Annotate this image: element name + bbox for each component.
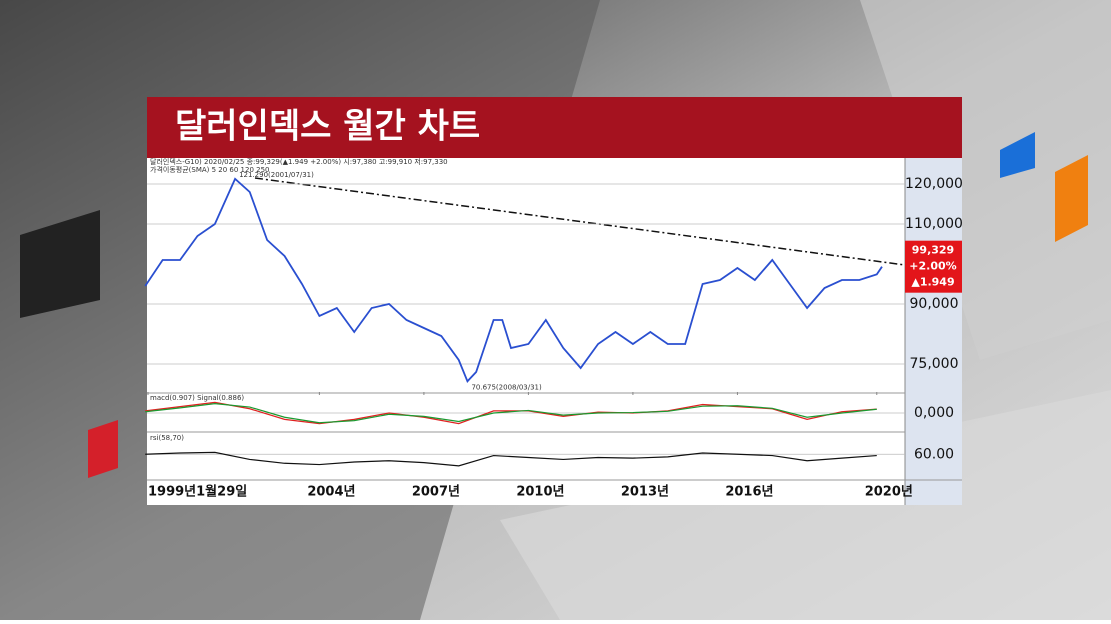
bg-shape — [860, 0, 1111, 360]
x-tick-label: 1999년1월29일 — [148, 484, 247, 500]
trend-line — [254, 177, 906, 266]
x-tick-label: 2010년 — [516, 485, 564, 500]
data-line — [145, 451, 877, 467]
x-tick-label: 2016년 — [725, 485, 773, 500]
price-box — [905, 240, 962, 293]
y-tick-label: 75,000 — [910, 356, 959, 372]
change: ▲1.949 — [911, 276, 954, 289]
y-tick-label: 60.00 — [914, 446, 954, 462]
bg-cube — [1000, 132, 1035, 178]
data-line — [145, 401, 877, 425]
title: 달러인덱스 월간 차트 — [175, 107, 480, 147]
last-price: 99,329 — [912, 244, 954, 257]
bg-screen — [20, 210, 100, 318]
change-pct: +2.00% — [909, 260, 956, 273]
y-tick-label: 0,000 — [914, 405, 954, 421]
x-tick-label: 2004년 — [307, 485, 355, 500]
x-tick-label: 2007년 — [412, 485, 460, 500]
chart-header: 달러인덱스-G10) 2020/02/25 종:99,329(▲1.949 +2… — [150, 157, 448, 166]
axis-panel — [905, 158, 962, 505]
annotation: 121.290(2001/07/31) — [239, 171, 314, 179]
y-tick-label: 120,000 — [905, 176, 963, 192]
bg-cube — [1055, 155, 1088, 242]
rsi-label: rsi(58,70) — [150, 434, 184, 442]
y-tick-label: 110,000 — [905, 216, 963, 232]
macd-label: macd(0.907) Signal(0.886) — [150, 394, 244, 402]
data-line — [145, 403, 877, 424]
x-tick-label: 2013년 — [621, 485, 669, 500]
chart-card — [147, 97, 962, 505]
data-line — [144, 177, 883, 383]
title-bar — [147, 97, 962, 158]
sma-legend: 가격이동평균(SMA) 5 20 60 120 250 — [150, 165, 270, 174]
x-tick-label: 2020년 — [865, 485, 913, 500]
annotation: 70.675(2008/03/31) — [471, 383, 542, 391]
y-tick-label: 90,000 — [910, 296, 959, 312]
bg-cube — [88, 420, 118, 478]
